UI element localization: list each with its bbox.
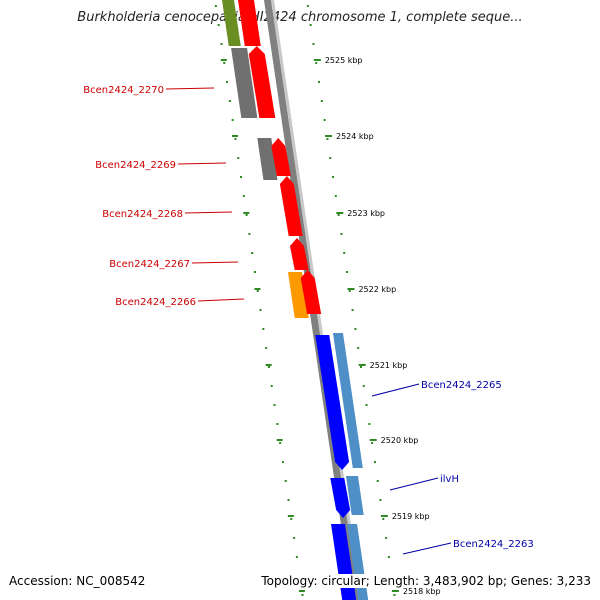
gene-label[interactable]: Bcen2424_2269 xyxy=(95,160,176,171)
kbp-scale-labels: 2525 kbp 2524 kbp 2523 kbp 2522 kbp 2521 kbp… xyxy=(325,56,441,596)
gene-feature[interactable] xyxy=(231,48,258,118)
gene-label[interactable]: Bcen2424_2270 xyxy=(83,85,164,96)
accession-label: Accession: NC_008542 xyxy=(9,574,146,588)
gene-feature[interactable] xyxy=(238,0,261,46)
gene-feature[interactable] xyxy=(271,138,291,176)
kbp-label: 2520 kbp xyxy=(381,436,419,445)
kbp-label: 2519 kbp xyxy=(392,512,430,521)
kbp-label: 2522 kbp xyxy=(358,285,396,294)
gene-feature[interactable] xyxy=(222,0,241,46)
gene-feature[interactable] xyxy=(315,335,350,470)
label-leader-line xyxy=(177,162,227,165)
gene-label[interactable]: Bcen2424_2263 xyxy=(453,539,534,550)
gene-label[interactable]: Bcen2424_2267 xyxy=(109,259,190,270)
gene-features[interactable] xyxy=(222,0,369,600)
map-title: Burkholderia cenocepacia HI2424 chromoso… xyxy=(77,10,523,25)
kbp-label: 2518 kbp xyxy=(403,587,441,596)
gene-feature[interactable] xyxy=(330,478,351,518)
label-leader-line xyxy=(191,261,239,264)
gene-feature[interactable] xyxy=(300,270,322,314)
genome-info-label: Topology: circular; Length: 3,483,902 bp… xyxy=(259,574,591,588)
label-leader-line xyxy=(197,298,245,302)
gene-feature[interactable] xyxy=(345,476,364,515)
label-leader-line xyxy=(184,211,233,214)
gene-label[interactable]: Bcen2424_2266 xyxy=(115,297,196,308)
gene-feature[interactable] xyxy=(289,238,309,270)
kbp-label: 2521 kbp xyxy=(370,361,408,370)
label-leader-line xyxy=(389,477,439,491)
label-leader-line xyxy=(165,87,215,90)
kbp-label: 2523 kbp xyxy=(347,209,385,218)
label-leader-line xyxy=(402,542,452,555)
gene-feature[interactable] xyxy=(248,46,276,118)
gene-labels[interactable]: Bcen2424_2270 Bcen2424_2269 Bcen2424_2268 B… xyxy=(83,85,534,555)
gene-label[interactable]: Bcen2424_2265 xyxy=(421,380,502,391)
kbp-label: 2524 kbp xyxy=(336,132,374,141)
kbp-label: 2525 kbp xyxy=(325,56,363,65)
label-leader-line xyxy=(371,383,420,397)
gene-feature[interactable] xyxy=(332,333,363,468)
tick-marks xyxy=(214,5,399,596)
gene-label[interactable]: Bcen2424_2268 xyxy=(102,209,183,220)
gene-label[interactable]: ilvH xyxy=(440,474,459,485)
gene-feature[interactable] xyxy=(279,176,303,236)
